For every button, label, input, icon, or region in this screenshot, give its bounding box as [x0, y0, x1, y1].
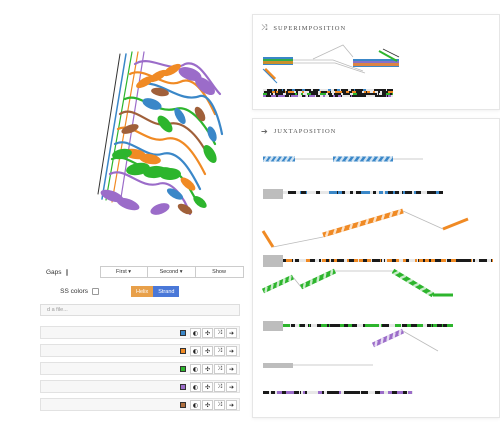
- show-button[interactable]: Show: [195, 266, 244, 278]
- chain-row: ◐ ✣ ⤨ ➔: [40, 326, 240, 339]
- arrow-right-icon[interactable]: ➔: [226, 400, 237, 410]
- strand-badge[interactable]: Strand: [153, 286, 180, 297]
- ss-colors-label: SS colors: [60, 288, 88, 295]
- arrow-right-icon[interactable]: ➔: [226, 382, 237, 392]
- superimposition-header: ⤨ SUPERIMPOSITION: [261, 23, 346, 33]
- shuffle-icon[interactable]: ⤨: [214, 328, 225, 338]
- contrast-icon[interactable]: ◐: [190, 382, 201, 392]
- move-icon[interactable]: ✣: [202, 328, 213, 338]
- arrow-right-icon[interactable]: ➔: [226, 364, 237, 374]
- controls-panel: Gaps First ▾ Second ▾ Show SS colors Hel…: [40, 258, 246, 418]
- protein-structure-render[interactable]: [40, 4, 246, 256]
- shuffle-icon[interactable]: ⤨: [214, 364, 225, 374]
- gaps-label: Gaps: [46, 268, 62, 276]
- juxtaposition-header: ➔ JUXTAPOSITION: [261, 127, 336, 136]
- helix-badge[interactable]: Helix: [131, 286, 154, 297]
- juxtaposition-tracks: [261, 155, 493, 394]
- superimposition-track: [262, 44, 400, 97]
- superimposition-panel: ⤨ SUPERIMPOSITION: [252, 14, 500, 110]
- contrast-icon[interactable]: ◐: [190, 346, 201, 356]
- gaps-row: Gaps First ▾ Second ▾ Show: [46, 266, 244, 278]
- chain-row: ◐ ✣ ⤨ ➔: [40, 398, 240, 411]
- chain-row: ◐ ✣ ⤨ ➔: [40, 344, 240, 357]
- juxtaposition-title: JUXTAPOSITION: [273, 128, 337, 135]
- first-dropdown-button[interactable]: First ▾: [99, 266, 148, 278]
- move-icon[interactable]: ✣: [202, 382, 213, 392]
- chain-row: ◐ ✣ ⤨ ➔: [40, 380, 240, 393]
- chain-row: ◐ ✣ ⤨ ➔: [40, 362, 240, 375]
- chain-color-swatch[interactable]: [180, 348, 186, 354]
- superimposition-title: SUPERIMPOSITION: [273, 24, 347, 32]
- structure-viewer[interactable]: [40, 4, 246, 256]
- file-input[interactable]: d a file...: [40, 304, 240, 316]
- chain-tools: ◐ ✣ ⤨ ➔: [180, 400, 237, 410]
- chain-color-swatch[interactable]: [180, 384, 186, 390]
- chain-tools: ◐ ✣ ⤨ ➔: [180, 382, 237, 392]
- chain-tools: ◐ ✣ ⤨ ➔: [180, 328, 237, 338]
- arrow-right-icon[interactable]: ➔: [226, 346, 237, 356]
- shuffle-icon[interactable]: ⤨: [214, 400, 225, 410]
- contrast-icon[interactable]: ◐: [190, 400, 201, 410]
- shuffle-icon[interactable]: ⤨: [214, 382, 225, 392]
- contrast-icon[interactable]: ◐: [190, 328, 201, 338]
- ss-colors-checkbox[interactable]: [92, 288, 99, 295]
- chain-color-swatch[interactable]: [180, 366, 186, 372]
- ss-colors-row: SS colors Helix Strand: [46, 286, 240, 297]
- chain-tools: ◐ ✣ ⤨ ➔: [180, 364, 237, 374]
- arrow-right-icon: ➔: [261, 127, 269, 136]
- contrast-icon[interactable]: ◐: [190, 364, 201, 374]
- chain-color-swatch[interactable]: [180, 402, 186, 408]
- juxtaposition-panel: ➔ JUXTAPOSITION: [252, 118, 500, 418]
- gaps-checkbox[interactable]: [65, 268, 68, 276]
- chain-tools: ◐ ✣ ⤨ ➔: [180, 346, 237, 356]
- shuffle-icon[interactable]: ⤨: [214, 346, 225, 356]
- chain-color-swatch[interactable]: [180, 330, 186, 336]
- move-icon[interactable]: ✣: [202, 364, 213, 374]
- shuffle-icon: ⤨: [261, 23, 269, 32]
- arrow-right-icon[interactable]: ➔: [226, 328, 237, 338]
- move-icon[interactable]: ✣: [202, 346, 213, 356]
- move-icon[interactable]: ✣: [202, 400, 213, 410]
- second-dropdown-button[interactable]: Second ▾: [147, 266, 196, 278]
